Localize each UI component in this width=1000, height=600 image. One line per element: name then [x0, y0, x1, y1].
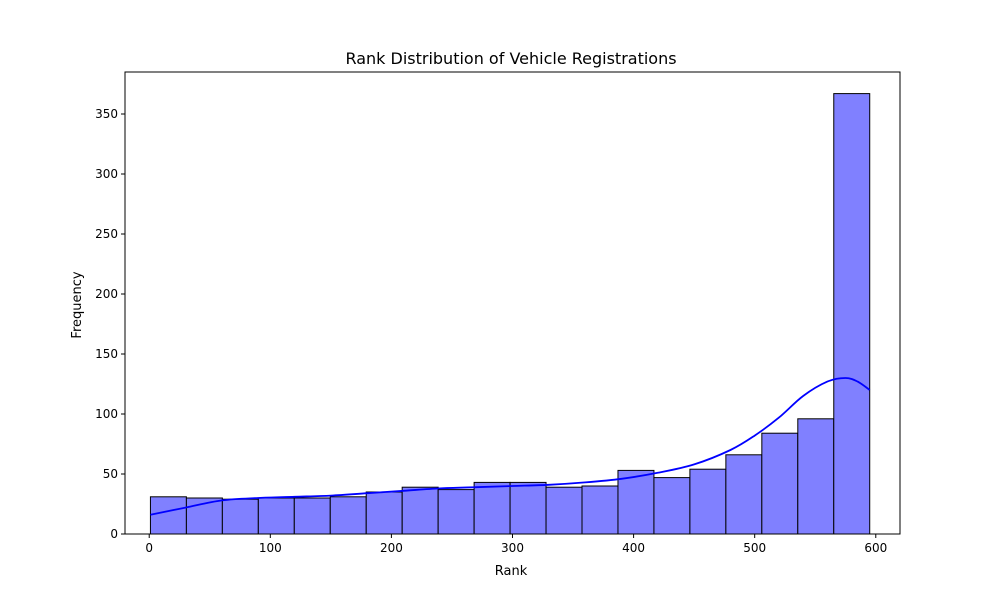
- y-tick-label: 350: [95, 107, 118, 121]
- y-tick-label: 0: [110, 527, 118, 541]
- histogram-bar: [149, 496, 187, 535]
- histogram-bar: [365, 491, 403, 535]
- histogram-bar: [257, 497, 295, 535]
- histogram-bar: [401, 486, 439, 535]
- histogram-bar: [329, 496, 367, 535]
- x-tick-label: 0: [145, 541, 153, 555]
- kde-line: [150, 377, 871, 516]
- x-axis-label: Rank: [495, 564, 528, 579]
- histogram-bar: [761, 432, 799, 535]
- y-tick-label: 100: [95, 407, 118, 421]
- histogram-bar: [437, 489, 475, 535]
- x-tick-label: 300: [501, 541, 524, 555]
- y-tick-label: 250: [95, 227, 118, 241]
- histogram-bar: [293, 497, 331, 535]
- x-tick-label: 500: [743, 541, 766, 555]
- axes-group: 0 100 200 300 400 500 600 0 50 100 150 200 250 300 350: [95, 71, 901, 555]
- x-tick-label: 100: [259, 541, 282, 555]
- histogram-bar: [833, 93, 871, 535]
- y-axis-label: Frequency: [70, 271, 85, 338]
- bars-group: [149, 93, 871, 535]
- histogram-bar: [797, 418, 835, 535]
- y-tick-label: 300: [95, 167, 118, 181]
- chart-title: Rank Distribution of Vehicle Registratio…: [345, 49, 676, 68]
- x-tick-label: 600: [864, 541, 887, 555]
- histogram-bar: [221, 498, 259, 535]
- y-tick-label: 50: [103, 467, 118, 481]
- histogram-bar: [581, 485, 619, 535]
- histogram-bar: [509, 481, 547, 535]
- histogram-bar: [689, 468, 727, 535]
- histogram-bar: [617, 469, 655, 535]
- x-tick-label: 400: [622, 541, 645, 555]
- y-tick-label: 150: [95, 347, 118, 361]
- x-tick-label: 200: [380, 541, 403, 555]
- kde-group: [150, 377, 871, 516]
- histogram-bar: [653, 477, 691, 535]
- histogram-bar: [545, 486, 583, 535]
- histogram-bar: [473, 481, 511, 535]
- y-tick-label: 200: [95, 287, 118, 301]
- histogram-bar: [725, 454, 763, 535]
